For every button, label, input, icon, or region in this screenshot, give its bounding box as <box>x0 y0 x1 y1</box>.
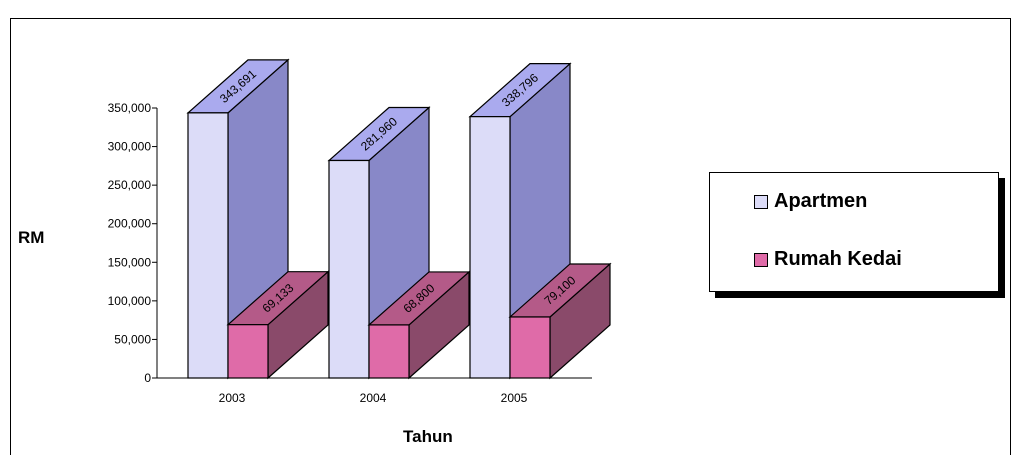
legend-item-apartmen: Apartmen <box>754 190 867 213</box>
legend-label-rumah-kedai: Rumah Kedai <box>774 248 902 270</box>
legend-item-rumah-kedai: Rumah Kedai <box>754 248 902 271</box>
x-tick-label: 2004 <box>360 391 387 405</box>
x-tick-label: 2003 <box>219 391 246 405</box>
legend-label-apartmen: Apartmen <box>774 190 868 212</box>
chart-frame <box>10 18 1011 455</box>
legend: Apartmen Rumah Kedai <box>709 172 999 292</box>
y-tick-label: 100,000 <box>108 294 152 308</box>
y-tick-label: 200,000 <box>108 217 152 231</box>
x-axis-label: Tahun <box>403 427 453 446</box>
y-tick-label: 0 <box>144 371 151 385</box>
y-tick-label: 150,000 <box>108 255 152 269</box>
bar-front-apartmen <box>187 112 229 379</box>
legend-swatch-apartmen <box>754 194 768 209</box>
y-tick-label: 300,000 <box>108 140 152 154</box>
bar-front-rumah-kedai <box>227 324 269 379</box>
y-tick-label: 50,000 <box>114 332 151 346</box>
bar-front-apartmen <box>328 159 370 379</box>
bar-front-apartmen <box>469 116 511 379</box>
x-tick-label: 2005 <box>501 391 528 405</box>
y-tick-label: 250,000 <box>108 178 152 192</box>
y-tick-label: 350,000 <box>108 101 152 115</box>
bar-front-rumah-kedai <box>368 324 410 379</box>
y-axis-label: RM <box>18 228 45 247</box>
legend-swatch-rumah-kedai <box>754 252 768 267</box>
bar-front-rumah-kedai <box>509 316 551 379</box>
